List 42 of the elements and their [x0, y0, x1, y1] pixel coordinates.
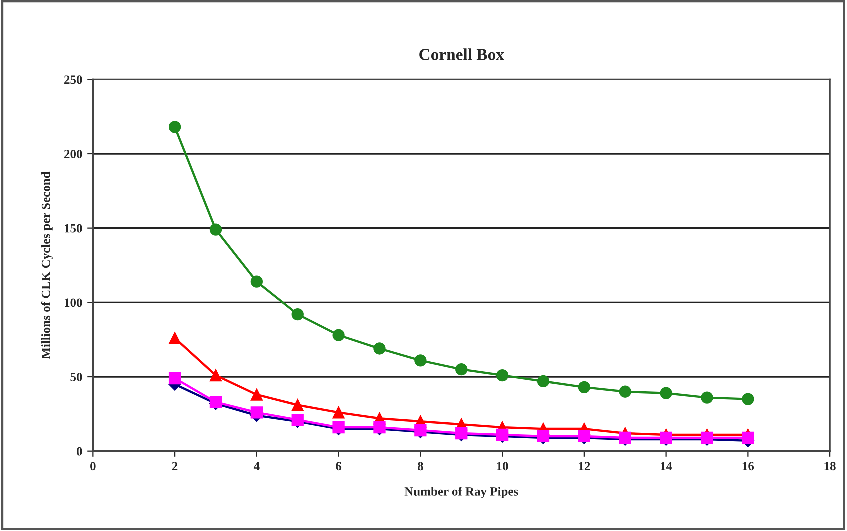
y-tick-label: 250	[64, 76, 82, 84]
point	[332, 329, 345, 342]
point	[456, 364, 468, 376]
point	[250, 276, 263, 288]
point	[210, 224, 222, 236]
point	[414, 354, 427, 367]
point	[168, 121, 182, 134]
x-tick-label: 2	[172, 462, 178, 470]
point	[332, 406, 345, 419]
point	[496, 369, 509, 382]
point	[168, 332, 182, 344]
x-tick-label: 16	[742, 462, 754, 471]
point	[660, 387, 672, 400]
point	[292, 399, 304, 412]
y-tick-label: 100	[65, 298, 82, 308]
point	[537, 375, 550, 388]
y-tick-label: 0	[76, 447, 82, 456]
y-axis-title: Millions of CLK Cycles per Second	[41, 172, 53, 360]
chart-title: Cornell Box	[420, 48, 504, 60]
y-tick-label: 200	[64, 150, 82, 158]
x-tick-label: 14	[661, 462, 672, 470]
point	[210, 369, 222, 382]
point	[168, 372, 182, 385]
y-tick-label: 50	[70, 373, 82, 382]
x-axis-title: Number of Ray Pipes	[404, 486, 518, 498]
point	[250, 388, 263, 401]
point	[742, 393, 754, 406]
x-tick-label: 10	[497, 462, 508, 471]
point	[374, 342, 386, 355]
x-tick-label: 6	[336, 462, 342, 471]
x-tick-label: 18	[824, 462, 836, 471]
y-tick-label: 150	[65, 224, 82, 233]
point	[578, 381, 591, 394]
x-tick-label: 4	[254, 462, 260, 470]
x-tick-label: 0	[90, 462, 96, 471]
point	[292, 308, 304, 321]
point	[701, 392, 714, 404]
point	[742, 432, 754, 444]
x-tick-label: 12	[579, 462, 590, 470]
point	[250, 406, 263, 419]
x-tick-label: 8	[418, 462, 424, 471]
point	[619, 386, 632, 398]
